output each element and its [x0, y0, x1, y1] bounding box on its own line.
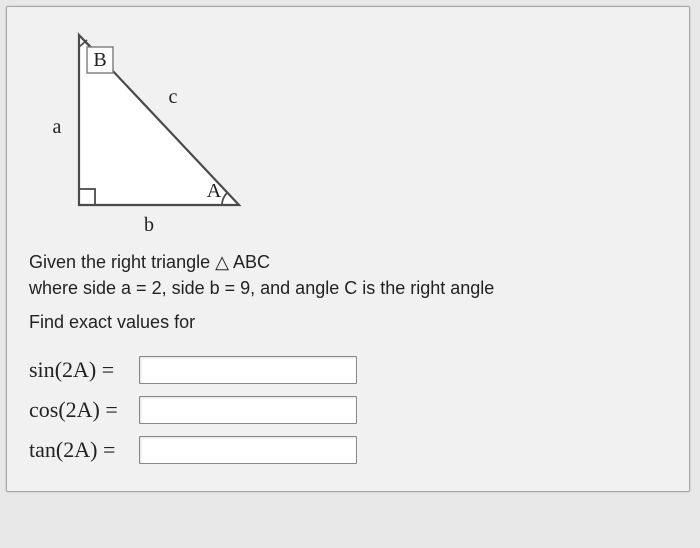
- text-find: Find exact values for: [29, 309, 667, 335]
- problem-text: Given the right triangle △ ABC where sid…: [29, 249, 667, 335]
- triangle-diagram: B A a b c: [29, 25, 289, 243]
- input-cos2a[interactable]: [139, 396, 357, 424]
- triangle-symbol: △: [215, 252, 229, 272]
- text-given: Given the right triangle: [29, 252, 215, 272]
- text-abc: ABC: [229, 252, 270, 272]
- input-tan2a[interactable]: [139, 436, 357, 464]
- label-side-b: b: [144, 214, 154, 236]
- label-side-a: a: [53, 116, 62, 138]
- label-side-c: c: [169, 86, 178, 108]
- label-cos2a: cos(2A) =: [29, 397, 139, 423]
- row-tan: tan(2A) =: [29, 433, 667, 467]
- input-sin2a[interactable]: [139, 356, 357, 384]
- answer-rows: sin(2A) = cos(2A) = tan(2A) =: [29, 353, 667, 467]
- label-sin2a: sin(2A) =: [29, 357, 139, 383]
- problem-panel: B A a b c Given the right triangle △ ABC…: [6, 6, 690, 492]
- label-tan2a: tan(2A) =: [29, 437, 139, 463]
- row-cos: cos(2A) =: [29, 393, 667, 427]
- label-A: A: [207, 180, 222, 202]
- text-where: where side a = 2, side b = 9, and angle …: [29, 275, 667, 301]
- label-B: B: [93, 49, 106, 71]
- row-sin: sin(2A) =: [29, 353, 667, 387]
